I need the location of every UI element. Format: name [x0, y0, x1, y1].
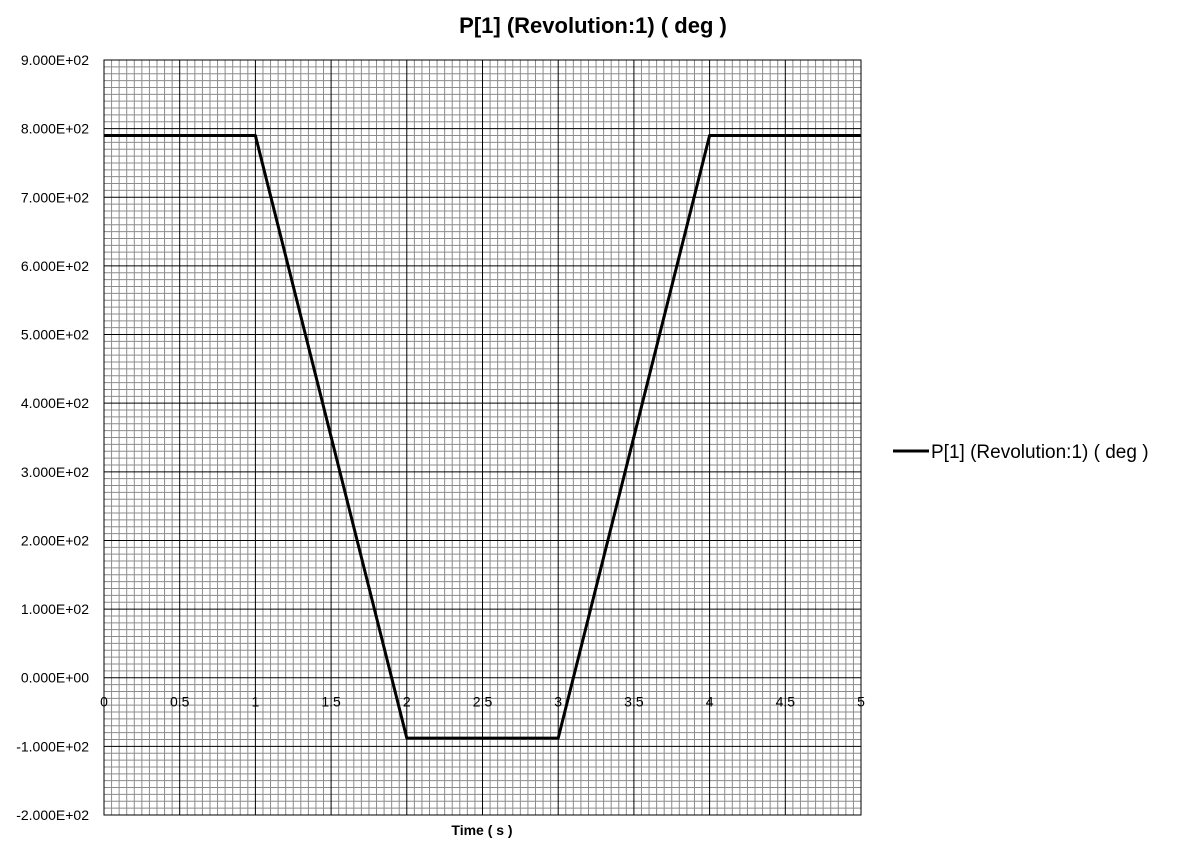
y-tick-label: 8.000E+02: [21, 121, 89, 137]
y-tick-label: 3.000E+02: [21, 464, 89, 480]
chart-title: P[1] (Revolution:1) ( deg ): [459, 13, 727, 38]
y-tick-label: 1.000E+02: [21, 601, 89, 617]
major-grid: [104, 60, 861, 815]
y-tick-label: -2.000E+02: [16, 807, 89, 823]
x-tick-label: 0.5: [170, 694, 190, 710]
x-tick-label: 2: [403, 694, 411, 710]
x-tick-label: 4.5: [776, 694, 796, 710]
x-tick-label: 1: [252, 694, 260, 710]
legend: P[1] (Revolution:1) ( deg ): [893, 442, 1149, 463]
x-tick-label: 4: [706, 694, 714, 710]
series-group: [104, 134, 861, 740]
y-tick-label: 4.000E+02: [21, 395, 89, 411]
x-tick-label: 1.5: [321, 694, 341, 710]
y-tick-label: 5.000E+02: [21, 327, 89, 343]
x-tick-label: 3: [554, 694, 562, 710]
y-tick-label: 2.000E+02: [21, 532, 89, 548]
y-tick-label: 9.000E+02: [21, 52, 89, 68]
y-axis-tick-labels: 9.000E+02 8.000E+02 7.000E+02 6.000E+02 5.00…: [16, 52, 89, 823]
y-tick-label: 7.000E+02: [21, 189, 89, 205]
x-axis-tick-labels: 0 0.5 1 1.5 2 2.5 3 3.5 4 4.5 5: [100, 694, 865, 710]
y-tick-label: 0.000E+00: [21, 670, 89, 686]
x-tick-label: 5: [857, 694, 865, 710]
x-tick-label: 2.5: [473, 694, 493, 710]
x-axis-label: Time ( s ): [451, 822, 512, 838]
legend-item-label: P[1] (Revolution:1) ( deg ): [931, 442, 1149, 463]
y-tick-label: 6.000E+02: [21, 258, 89, 274]
y-tick-label: -1.000E+02: [16, 738, 89, 754]
plot-area-border: [103, 59, 862, 816]
x-tick-label: 0: [100, 694, 108, 710]
series-line: [104, 134, 861, 740]
x-tick-label: 3.5: [624, 694, 644, 710]
